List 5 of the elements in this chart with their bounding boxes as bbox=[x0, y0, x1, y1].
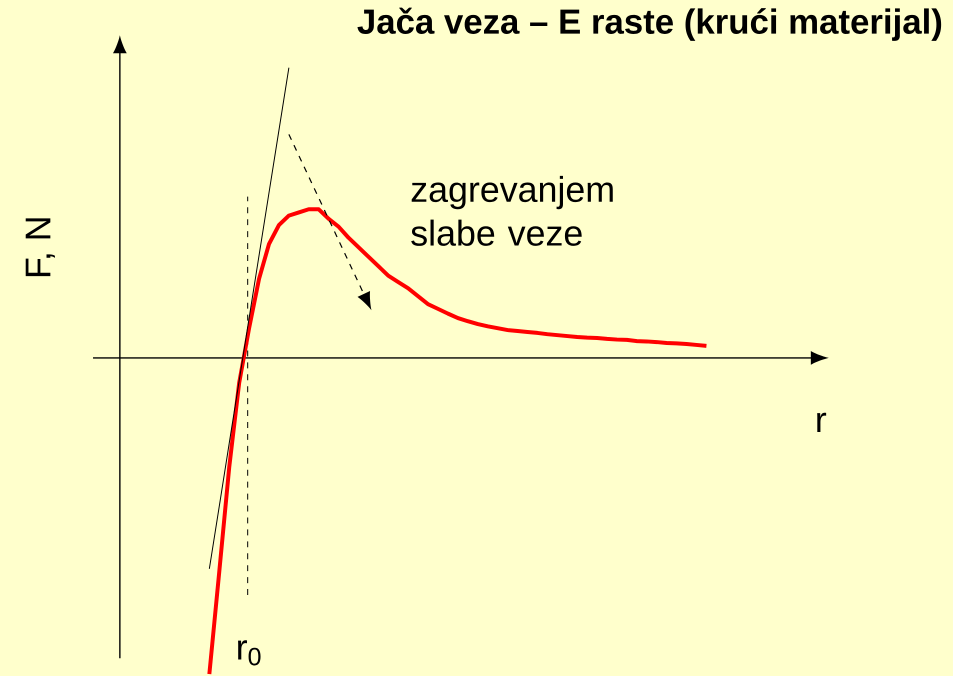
chart-title: Jača veza – E raste (krući materijal) bbox=[357, 8, 942, 41]
y-axis-title: F, N bbox=[26, 218, 55, 276]
x-axis-title: r bbox=[817, 412, 826, 432]
annotation: zagrevanjem slabe veze bbox=[411, 176, 613, 246]
annotation: r$_{0}$ bbox=[238, 640, 261, 666]
